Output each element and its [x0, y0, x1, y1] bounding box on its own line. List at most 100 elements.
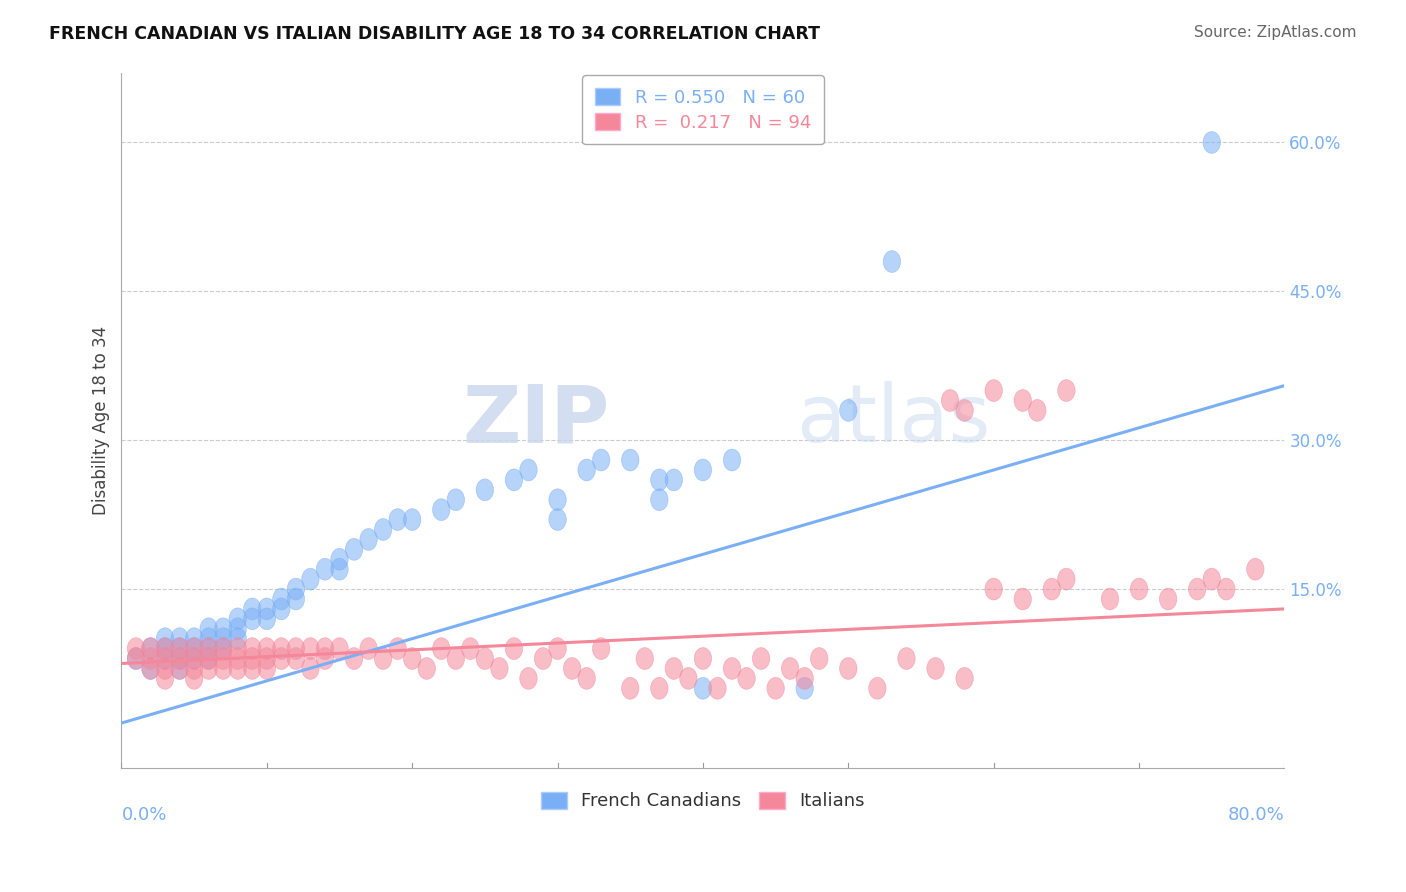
Ellipse shape — [229, 657, 246, 680]
Ellipse shape — [505, 638, 523, 659]
Ellipse shape — [156, 667, 174, 690]
Ellipse shape — [942, 390, 959, 411]
Ellipse shape — [665, 657, 682, 680]
Text: atlas: atlas — [796, 382, 990, 459]
Ellipse shape — [156, 638, 174, 659]
Ellipse shape — [1029, 400, 1046, 421]
Ellipse shape — [461, 638, 479, 659]
Ellipse shape — [142, 638, 159, 659]
Ellipse shape — [1043, 578, 1060, 600]
Text: Source: ZipAtlas.com: Source: ZipAtlas.com — [1194, 25, 1357, 40]
Ellipse shape — [810, 648, 828, 670]
Ellipse shape — [259, 648, 276, 670]
Ellipse shape — [418, 657, 436, 680]
Ellipse shape — [548, 489, 567, 510]
Ellipse shape — [200, 648, 218, 670]
Ellipse shape — [259, 657, 276, 680]
Ellipse shape — [477, 648, 494, 670]
Ellipse shape — [346, 539, 363, 560]
Ellipse shape — [360, 529, 377, 550]
Ellipse shape — [695, 648, 711, 670]
Text: 80.0%: 80.0% — [1227, 805, 1285, 824]
Ellipse shape — [287, 588, 305, 610]
Ellipse shape — [172, 648, 188, 670]
Ellipse shape — [287, 648, 305, 670]
Ellipse shape — [374, 518, 392, 541]
Ellipse shape — [186, 638, 202, 659]
Ellipse shape — [172, 657, 188, 680]
Ellipse shape — [1014, 588, 1032, 610]
Ellipse shape — [259, 608, 276, 630]
Ellipse shape — [898, 648, 915, 670]
Ellipse shape — [243, 657, 262, 680]
Ellipse shape — [723, 450, 741, 471]
Ellipse shape — [156, 648, 174, 670]
Ellipse shape — [1130, 578, 1147, 600]
Ellipse shape — [259, 598, 276, 620]
Ellipse shape — [273, 648, 290, 670]
Ellipse shape — [839, 400, 858, 421]
Ellipse shape — [477, 479, 494, 500]
Ellipse shape — [1204, 131, 1220, 153]
Ellipse shape — [447, 648, 464, 670]
Ellipse shape — [142, 657, 159, 680]
Ellipse shape — [621, 677, 638, 699]
Ellipse shape — [243, 648, 262, 670]
Ellipse shape — [273, 638, 290, 659]
Ellipse shape — [186, 648, 202, 670]
Ellipse shape — [229, 618, 246, 640]
Ellipse shape — [1014, 390, 1032, 411]
Ellipse shape — [346, 648, 363, 670]
Ellipse shape — [215, 648, 232, 670]
Ellipse shape — [142, 648, 159, 670]
Ellipse shape — [927, 657, 945, 680]
Ellipse shape — [695, 677, 711, 699]
Ellipse shape — [766, 677, 785, 699]
Ellipse shape — [156, 638, 174, 659]
Ellipse shape — [796, 667, 814, 690]
Ellipse shape — [592, 450, 610, 471]
Ellipse shape — [316, 558, 333, 580]
Ellipse shape — [330, 638, 349, 659]
Ellipse shape — [273, 598, 290, 620]
Legend: French Canadians, Italians: French Canadians, Italians — [530, 780, 876, 822]
Ellipse shape — [1218, 578, 1234, 600]
Ellipse shape — [389, 638, 406, 659]
Ellipse shape — [200, 628, 218, 649]
Ellipse shape — [200, 638, 218, 659]
Text: ZIP: ZIP — [463, 382, 610, 459]
Ellipse shape — [1247, 558, 1264, 580]
Ellipse shape — [302, 638, 319, 659]
Ellipse shape — [200, 638, 218, 659]
Ellipse shape — [186, 638, 202, 659]
Ellipse shape — [302, 657, 319, 680]
Ellipse shape — [156, 648, 174, 670]
Ellipse shape — [156, 657, 174, 680]
Ellipse shape — [1188, 578, 1206, 600]
Ellipse shape — [796, 677, 814, 699]
Ellipse shape — [302, 568, 319, 590]
Ellipse shape — [782, 657, 799, 680]
Text: FRENCH CANADIAN VS ITALIAN DISABILITY AGE 18 TO 34 CORRELATION CHART: FRENCH CANADIAN VS ITALIAN DISABILITY AG… — [49, 25, 820, 43]
Ellipse shape — [200, 648, 218, 670]
Ellipse shape — [1160, 588, 1177, 610]
Ellipse shape — [287, 578, 305, 600]
Ellipse shape — [548, 508, 567, 531]
Ellipse shape — [287, 638, 305, 659]
Ellipse shape — [651, 489, 668, 510]
Ellipse shape — [883, 251, 901, 272]
Ellipse shape — [869, 677, 886, 699]
Ellipse shape — [316, 638, 333, 659]
Ellipse shape — [243, 598, 262, 620]
Ellipse shape — [986, 578, 1002, 600]
Ellipse shape — [229, 628, 246, 649]
Ellipse shape — [752, 648, 770, 670]
Ellipse shape — [128, 648, 145, 670]
Ellipse shape — [404, 508, 420, 531]
Ellipse shape — [433, 499, 450, 521]
Ellipse shape — [695, 459, 711, 481]
Ellipse shape — [215, 638, 232, 659]
Ellipse shape — [636, 648, 654, 670]
Ellipse shape — [172, 638, 188, 659]
Ellipse shape — [273, 588, 290, 610]
